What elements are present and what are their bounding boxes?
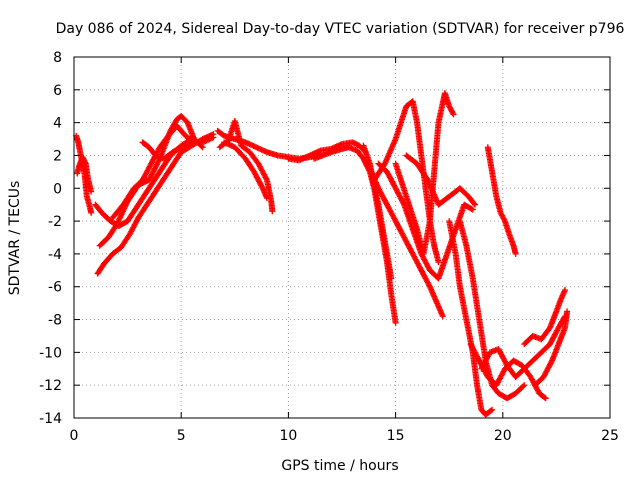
data-point xyxy=(88,209,95,216)
data-point xyxy=(469,206,476,213)
data-series xyxy=(392,90,457,257)
y-tick-label: 6 xyxy=(53,83,62,99)
data-series xyxy=(403,152,478,208)
data-point xyxy=(541,394,548,401)
data-series xyxy=(456,218,528,402)
plot-frame xyxy=(73,56,611,419)
data-point xyxy=(512,250,519,257)
y-tick-label: -6 xyxy=(48,280,62,296)
data-point xyxy=(210,134,217,141)
y-tick-label: -8 xyxy=(48,313,62,329)
x-tick-label: 15 xyxy=(387,428,405,444)
data-series xyxy=(446,218,496,418)
x-tick-label: 5 xyxy=(177,428,186,444)
data-point xyxy=(392,319,399,326)
data-series xyxy=(221,139,270,202)
data-series xyxy=(139,134,217,162)
data-point xyxy=(521,382,528,389)
y-tick-label: 4 xyxy=(53,116,62,132)
x-axis-label: GPS time / hours xyxy=(281,458,398,474)
data-point xyxy=(489,406,496,413)
x-tick-label: 0 xyxy=(70,428,79,444)
data-point xyxy=(450,111,457,118)
data-point xyxy=(471,201,478,208)
y-tick-label: 2 xyxy=(53,148,62,164)
data-point xyxy=(439,313,446,320)
chart-title: Day 086 of 2024, Sidereal Day-to-day VTE… xyxy=(56,21,625,37)
data-point xyxy=(564,308,571,315)
data-series xyxy=(478,313,568,380)
x-tick-label: 25 xyxy=(601,428,619,444)
y-tick-label: -4 xyxy=(48,247,62,263)
data-point xyxy=(488,407,495,414)
data-point xyxy=(468,205,475,212)
y-tick-label: -2 xyxy=(48,214,62,230)
x-tick-labels: 0 5 10 15 20 25 xyxy=(70,428,619,444)
data-point xyxy=(269,208,276,215)
data-series xyxy=(366,165,446,320)
data-point xyxy=(263,195,270,202)
data-point xyxy=(542,395,549,402)
data-point xyxy=(435,259,442,266)
data-point xyxy=(471,200,478,207)
data-point xyxy=(388,275,395,282)
data-series xyxy=(484,144,519,257)
data-point xyxy=(88,188,95,195)
y-tick-label: -10 xyxy=(39,345,62,361)
x-tick-label: 20 xyxy=(494,428,512,444)
data-point xyxy=(520,383,527,390)
y-tick-label: -14 xyxy=(39,411,62,427)
y-tick-label: 0 xyxy=(53,181,62,197)
y-axis-label: SDTVAR / TECUs xyxy=(7,181,23,296)
data-series xyxy=(94,131,217,277)
data-series xyxy=(73,132,95,216)
x-tick-label: 10 xyxy=(279,428,297,444)
data-point xyxy=(561,287,568,294)
y-tick-label: -12 xyxy=(39,378,62,394)
data-series xyxy=(74,154,95,195)
data-series xyxy=(531,308,571,389)
y-tick-labels: -14 -12 -10 -8 -6 -4 -2 0 2 4 6 8 xyxy=(39,50,62,427)
y-tick-label: 8 xyxy=(53,50,62,66)
tick-marks xyxy=(73,56,611,419)
data-points xyxy=(73,90,571,418)
grid xyxy=(74,57,610,418)
data-series xyxy=(521,287,568,348)
